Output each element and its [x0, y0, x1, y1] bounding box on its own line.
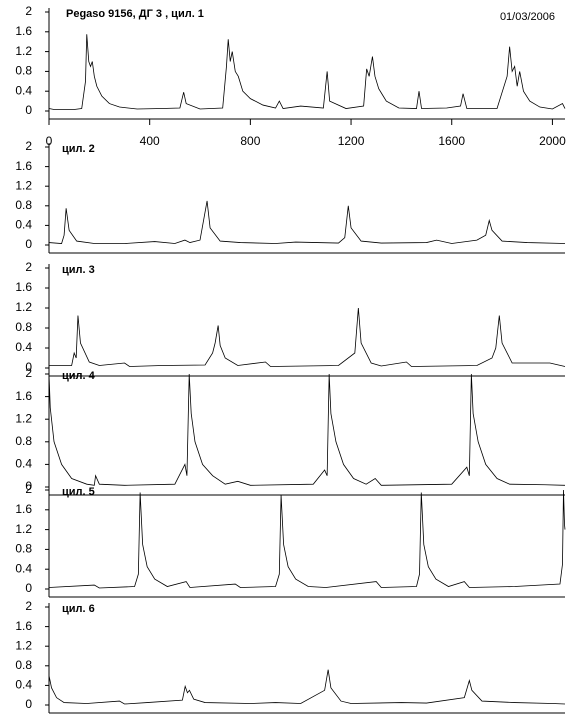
y-tick-label: 0.8 [15, 434, 32, 448]
signal-line [48, 373, 566, 486]
x-tick-label: 0 [46, 134, 53, 148]
y-tick-label: 1.2 [15, 411, 32, 425]
y-tick-label: 1.2 [15, 522, 32, 536]
y-tick-label: 1.2 [15, 44, 32, 58]
signal-line [48, 489, 566, 589]
y-tick-label: 2 [25, 482, 32, 496]
y-tick-label: 2 [25, 599, 32, 613]
y-tick-label: 0.8 [15, 658, 32, 672]
panel-title: цил. 5 [62, 486, 95, 498]
panel-title: цил. 3 [62, 264, 95, 276]
y-tick-label: 0.8 [15, 542, 32, 556]
x-tick-label: 2000 [539, 134, 566, 148]
y-tick-label: 1.2 [15, 178, 32, 192]
y-tick-label: 2 [25, 366, 32, 380]
signal-line [48, 34, 566, 110]
y-tick-label: 1.6 [15, 502, 32, 516]
x-tick-label: 1200 [338, 134, 365, 148]
y-tick-label: 0 [25, 103, 32, 117]
y-tick-label: 1.2 [15, 300, 32, 314]
y-tick-label: 0.4 [15, 457, 32, 471]
y-tick-label: 0 [25, 360, 32, 374]
y-tick-label: 0.4 [15, 83, 32, 97]
signal-line [48, 669, 566, 705]
panel-title: Pegaso 9156, ДГ 3 , цил. 1 [66, 8, 204, 20]
y-tick-label: 0.4 [15, 678, 32, 692]
y-tick-label: 2 [25, 4, 32, 18]
y-tick-label: 2 [25, 139, 32, 153]
y-tick-label: 1.6 [15, 389, 32, 403]
y-tick-label: 0.8 [15, 198, 32, 212]
y-tick-label: 0.4 [15, 561, 32, 575]
date-annotation: 01/03/2006 [500, 11, 555, 23]
y-tick-label: 0.8 [15, 64, 32, 78]
y-tick-label: 2 [25, 260, 32, 274]
y-tick-label: 0 [25, 237, 32, 251]
y-tick-label: 1.6 [15, 280, 32, 294]
y-tick-label: 0 [25, 697, 32, 711]
signal-line [48, 200, 566, 244]
y-tick-label: 0.4 [15, 218, 32, 232]
y-tick-label: 0 [25, 581, 32, 595]
panel-title: цил. 6 [62, 603, 95, 615]
x-tick-label: 800 [240, 134, 260, 148]
y-tick-label: 1.6 [15, 24, 32, 38]
y-tick-label: 1.6 [15, 619, 32, 633]
panel-title: цил. 2 [62, 143, 95, 155]
signal-line [49, 307, 566, 367]
y-tick-label: 1.6 [15, 159, 32, 173]
panel-title: цил. 4 [62, 370, 96, 382]
x-tick-label: 1600 [438, 134, 465, 148]
y-tick-label: 0.4 [15, 340, 32, 354]
y-tick-label: 0.8 [15, 320, 32, 334]
x-tick-label: 400 [140, 134, 160, 148]
y-tick-label: 1.2 [15, 638, 32, 652]
y-tick-label: 0 [25, 479, 32, 493]
